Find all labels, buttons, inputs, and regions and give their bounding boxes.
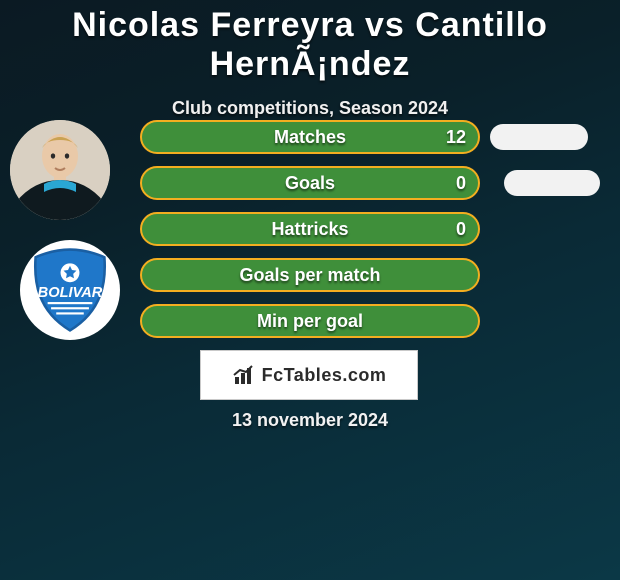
- comparison-subtitle: Club competitions, Season 2024: [0, 98, 620, 119]
- stat-bar-right: [504, 170, 600, 196]
- footer-date: 13 november 2024: [0, 410, 620, 431]
- bar-chart-icon: [232, 363, 256, 387]
- comparison-title: Nicolas Ferreyra vs Cantillo HernÃ¡ndez: [0, 0, 620, 84]
- stat-bar-right: [490, 124, 588, 150]
- stat-label: Goals: [142, 173, 478, 194]
- stat-value: 0: [456, 219, 466, 240]
- player-avatar: [10, 120, 110, 220]
- stat-bar-left: Min per goal: [140, 304, 480, 338]
- brand-text: FcTables.com: [262, 365, 387, 386]
- stat-row: Min per goal: [140, 304, 600, 338]
- stat-label: Goals per match: [142, 265, 478, 286]
- club-badge: BOLIVAR: [20, 240, 120, 340]
- stat-bar-left: Goals per match: [140, 258, 480, 292]
- stat-row: Hattricks0: [140, 212, 600, 246]
- stat-value: 0: [456, 173, 466, 194]
- avatar-illustration: [10, 120, 110, 220]
- branding-box: FcTables.com: [200, 350, 418, 400]
- stat-bar-left: Goals0: [140, 166, 480, 200]
- stat-row: Matches12: [140, 120, 600, 154]
- stat-bar-left: Matches12: [140, 120, 480, 154]
- stat-label: Min per goal: [142, 311, 478, 332]
- stat-value: 12: [446, 127, 466, 148]
- stat-bar-left: Hattricks0: [140, 212, 480, 246]
- stats-rows: Matches12Goals0Hattricks0Goals per match…: [140, 120, 600, 350]
- stat-row: Goals0: [140, 166, 600, 200]
- stat-row: Goals per match: [140, 258, 600, 292]
- stat-label: Hattricks: [142, 219, 478, 240]
- stat-label: Matches: [142, 127, 478, 148]
- club-name-text: BOLIVAR: [38, 285, 103, 301]
- club-shield-icon: BOLIVAR: [27, 247, 113, 333]
